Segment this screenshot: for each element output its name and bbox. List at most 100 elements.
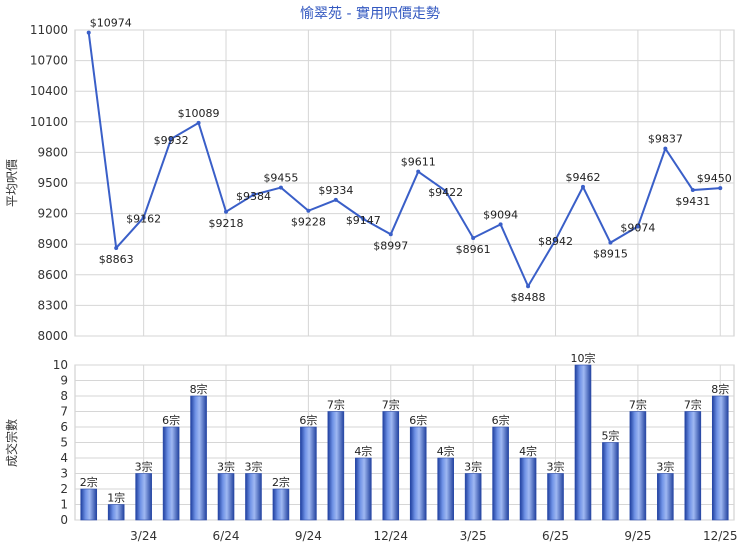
count-data-label: 6宗 <box>299 413 317 427</box>
price-y-tick-label: 10400 <box>30 84 68 98</box>
count-data-label: 4宗 <box>354 444 372 458</box>
price-data-label: $9147 <box>346 214 381 227</box>
count-bar <box>657 473 674 521</box>
price-data-label: $8488 <box>511 291 546 304</box>
count-data-label: 5宗 <box>601 429 619 443</box>
count-y-tick-label: 7 <box>60 405 68 419</box>
count-data-label: 4宗 <box>519 444 537 458</box>
count-x-tick-label: 6/24 <box>213 529 240 543</box>
count-bar <box>519 457 537 521</box>
count-data-label: 2宗 <box>80 475 98 489</box>
count-y-tick-label: 8 <box>60 389 68 403</box>
count-y-tick-label: 4 <box>60 451 68 465</box>
count-bar <box>437 457 454 521</box>
price-series-line <box>87 32 721 289</box>
count-x-tick-label: 3/24 <box>130 529 157 543</box>
count-data-label: 1宗 <box>107 491 125 505</box>
price-data-label: $10089 <box>178 107 220 120</box>
count-data-label: 3宗 <box>464 460 482 474</box>
price-data-label: $9450 <box>697 172 732 185</box>
price-y-tick-label: 8300 <box>37 298 68 312</box>
price-point <box>114 245 119 250</box>
price-data-label: $9611 <box>401 156 436 169</box>
price-y-axis-label: 平均呎價 <box>5 159 19 207</box>
price-point <box>333 197 338 202</box>
price-data-label: $9431 <box>675 195 710 208</box>
price-y-tick-label: 10700 <box>30 54 68 68</box>
count-y-tick-label: 1 <box>60 498 68 512</box>
price-point <box>416 169 421 174</box>
count-bar <box>711 395 729 521</box>
price-data-label: $9218 <box>209 217 244 230</box>
count-bar <box>300 426 317 521</box>
price-data-label: $9162 <box>126 212 161 225</box>
price-point <box>471 235 476 240</box>
count-x-tick-label: 12/25 <box>703 529 738 543</box>
count-y-tick-label: 6 <box>60 420 68 434</box>
price-point <box>278 185 283 190</box>
count-bar <box>574 364 592 521</box>
count-y-tick-label: 3 <box>60 467 68 481</box>
price-point <box>690 188 695 193</box>
count-data-label: 2宗 <box>272 475 290 489</box>
count-bar <box>107 504 125 521</box>
price-point <box>224 209 229 214</box>
price-point <box>635 224 640 229</box>
count-bar <box>245 473 262 521</box>
price-y-tick-label: 9200 <box>37 207 68 221</box>
price-data-label: $9422 <box>428 186 463 199</box>
price-point <box>608 240 613 245</box>
price-point <box>553 237 558 242</box>
price-point <box>388 232 393 237</box>
count-data-label: 8宗 <box>711 382 729 396</box>
count-data-label: 3宗 <box>244 460 262 474</box>
count-x-tick-label: 9/25 <box>624 529 651 543</box>
count-x-tick-label: 9/24 <box>295 529 322 543</box>
price-point <box>498 222 503 227</box>
price-data-label: $9074 <box>620 221 655 234</box>
price-data-label: $9462 <box>565 171 600 184</box>
price-data-label: $9837 <box>648 133 683 146</box>
count-data-label: 6宗 <box>162 413 180 427</box>
count-x-tick-label: 12/24 <box>373 529 408 543</box>
count-data-label: 6宗 <box>409 413 427 427</box>
price-point <box>141 215 146 220</box>
price-data-label: $8961 <box>456 243 491 256</box>
count-bar <box>464 473 482 521</box>
count-y-tick-label: 5 <box>60 436 68 450</box>
count-y-tick-label: 2 <box>60 482 68 496</box>
count-bar <box>80 488 98 521</box>
count-bar <box>382 411 400 521</box>
price-data-label: $8997 <box>373 239 408 252</box>
price-point <box>663 146 668 151</box>
price-y-tick-label: 11000 <box>30 23 68 37</box>
count-bar <box>684 411 702 521</box>
price-y-tick-label: 10100 <box>30 115 68 129</box>
price-point <box>251 192 256 197</box>
price-point <box>306 208 311 213</box>
count-bar <box>217 473 235 521</box>
price-data-label: $9228 <box>291 216 326 229</box>
count-data-label: 7宗 <box>327 398 345 412</box>
price-chart: 8000 8300 8600 8900 9200 9500 9800 10100 10400 10… <box>30 17 735 343</box>
count-x-tick-label: 3/25 <box>460 529 487 543</box>
count-bar <box>629 411 647 521</box>
count-y-tick-label: 10 <box>53 358 68 372</box>
count-y-tick-label: 0 <box>60 513 68 527</box>
price-point <box>718 186 723 191</box>
price-y-tick-label: 9800 <box>37 145 68 159</box>
count-bar <box>602 442 619 521</box>
price-data-label: $9932 <box>154 134 189 147</box>
price-chart-title: 愉翠苑 - 實用呎價走勢 <box>300 5 440 22</box>
count-data-label: 8宗 <box>190 382 208 396</box>
price-data-label: $8942 <box>538 235 573 248</box>
count-chart: 01 23 45 67 89 10 3/24 6/24 9/24 12/24 3/25 6/25 9/2… <box>53 351 738 543</box>
count-data-label: 10宗 <box>570 351 595 365</box>
price-y-tick-label: 8900 <box>37 237 68 251</box>
price-data-label: $8915 <box>593 248 628 261</box>
count-bar <box>547 473 564 521</box>
count-y-tick-label: 9 <box>60 374 68 388</box>
price-point <box>196 120 201 125</box>
count-bar <box>272 488 290 521</box>
count-data-label: 7宗 <box>629 398 647 412</box>
